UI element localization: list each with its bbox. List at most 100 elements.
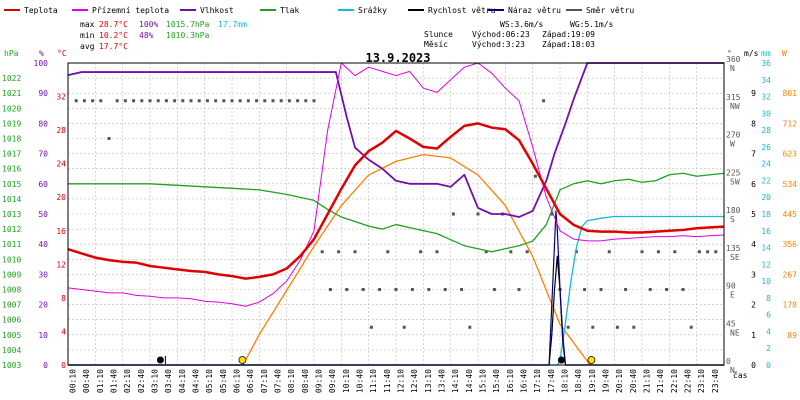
tick-label-wind: 0 [751, 361, 756, 370]
tick-label-direction: 135 [726, 244, 741, 253]
tick-label-time: 05:40 [219, 369, 228, 393]
tick-label-rain: 26 [761, 143, 771, 152]
tick-label-pressure: 1005 [2, 331, 21, 340]
tick-label-pressure: 1014 [2, 195, 21, 204]
tick-label-temperature: 4 [61, 327, 66, 336]
tick-label-humidity: 40 [38, 240, 48, 249]
tick-label-temperature: 24 [56, 160, 66, 169]
tick-label-time: 11:10 [369, 369, 378, 393]
tick-label-direction-compass: W [730, 140, 735, 149]
axis-unit-humidity: % [39, 49, 44, 58]
tick-label-direction-compass: SW [730, 177, 740, 186]
wind-direction-point [542, 99, 546, 103]
tick-label-rain: 2 [766, 344, 771, 353]
wind-direction-point [140, 99, 144, 103]
wind-direction-point [320, 250, 324, 254]
tick-label-direction: 45 [726, 319, 736, 328]
moonrise-icon [156, 356, 164, 364]
tick-label-humidity: 60 [38, 180, 48, 189]
tick-label-solar: 801 [783, 89, 798, 98]
moonset-icon [557, 356, 565, 364]
tick-label-time: 11:40 [383, 369, 392, 393]
wind-direction-point [476, 212, 480, 216]
tick-label-rain: 18 [761, 210, 771, 219]
tick-label-time: 02:40 [137, 369, 146, 393]
wind-direction-point [91, 99, 95, 103]
tick-label-direction: 225 [726, 168, 741, 177]
tick-label-direction: 0 [726, 357, 731, 366]
legend-label-temperature: Teplota [24, 6, 58, 15]
wind-direction-point [689, 325, 693, 329]
wind-direction-point [115, 99, 119, 103]
tick-label-temperature: 28 [56, 126, 66, 135]
wind-direction-point [451, 212, 455, 216]
tick-label-wind: 9 [751, 89, 756, 98]
legend-label-wind-direction: Směr větru [586, 6, 634, 15]
tick-label-wind: 3 [751, 270, 756, 279]
wind-direction-point [550, 212, 554, 216]
tick-label-wind: 4 [751, 240, 756, 249]
legend-label-precipitation: Srážky [358, 6, 387, 15]
tick-label-time: 01:10 [96, 369, 105, 393]
legend-label-wind-speed: Rychlost větru [428, 6, 496, 15]
wind-direction-point [107, 137, 111, 140]
wind-direction-point [706, 250, 710, 254]
wind-direction-point [378, 288, 382, 291]
tick-label-rain: 20 [761, 193, 771, 202]
tick-label-pressure: 1015 [2, 180, 21, 189]
wind-direction-point [402, 325, 406, 329]
wind-direction-point [632, 325, 636, 329]
wind-gust-line [68, 210, 724, 366]
tick-label-wind: 6 [751, 180, 756, 189]
tick-label-time: 16:40 [520, 369, 529, 393]
wind-direction-point [460, 288, 464, 291]
wind-direction-point [205, 99, 209, 103]
tick-label-humidity: 20 [38, 301, 48, 310]
stat-min-press: 1010.3hPa [166, 31, 210, 40]
wind-direction-point [599, 288, 603, 291]
tick-label-rain: 0 [766, 361, 771, 370]
tick-label-direction-compass: S [730, 215, 735, 224]
tick-label-solar: 89 [787, 331, 797, 340]
info-block: WS:3.6m/s WG:5.1m/s Slunce Východ:06:23 … [424, 20, 614, 49]
wind-direction-point [312, 99, 316, 103]
wind-direction-point [255, 99, 259, 103]
wind-direction-point [435, 250, 439, 254]
sunrise-icon [238, 356, 247, 364]
info-sunrise: Východ:06:23 [472, 30, 530, 39]
wind-direction-point [492, 288, 496, 291]
stat-max-rain: 17.7mm [218, 20, 247, 29]
stat-max-temp: 28.7°C [99, 20, 128, 29]
tick-label-time: 21:10 [643, 369, 652, 393]
wind-direction-point [222, 99, 226, 103]
axes: hPa1022102110201019101810171016101510141… [2, 49, 797, 393]
tick-label-rain: 32 [761, 93, 771, 102]
tick-label-rain: 36 [761, 59, 771, 68]
tick-label-humidity: 30 [38, 270, 48, 279]
wind-direction-point [279, 99, 283, 103]
tick-label-pressure: 1012 [2, 225, 21, 234]
tick-label-time: 17:40 [547, 369, 556, 393]
wind-direction-point [591, 325, 595, 329]
tick-label-temperature: 12 [56, 260, 66, 269]
tick-label-time: 22:10 [670, 369, 679, 393]
tick-label-pressure: 1010 [2, 255, 21, 264]
tick-label-pressure: 1011 [2, 240, 21, 249]
tick-label-direction-compass: NW [730, 102, 740, 111]
wind-direction-point [132, 99, 136, 103]
tick-label-pressure: 1017 [2, 150, 21, 159]
tick-label-direction: 315 [726, 93, 741, 102]
wind-direction-point [665, 288, 669, 291]
wind-direction-point [615, 325, 619, 329]
tick-label-direction-compass: SE [730, 253, 740, 262]
tick-label-humidity: 0 [43, 361, 48, 370]
tick-label-wind: 7 [751, 150, 756, 159]
tick-label-pressure: 1004 [2, 346, 21, 355]
tick-label-temperature: 8 [61, 294, 66, 303]
wind-direction-point [419, 250, 423, 254]
tick-label-time: 23:40 [711, 369, 720, 393]
tick-label-solar: 178 [783, 301, 798, 310]
tick-label-time: 03:10 [151, 369, 160, 393]
tick-label-time: 09:40 [328, 369, 337, 393]
